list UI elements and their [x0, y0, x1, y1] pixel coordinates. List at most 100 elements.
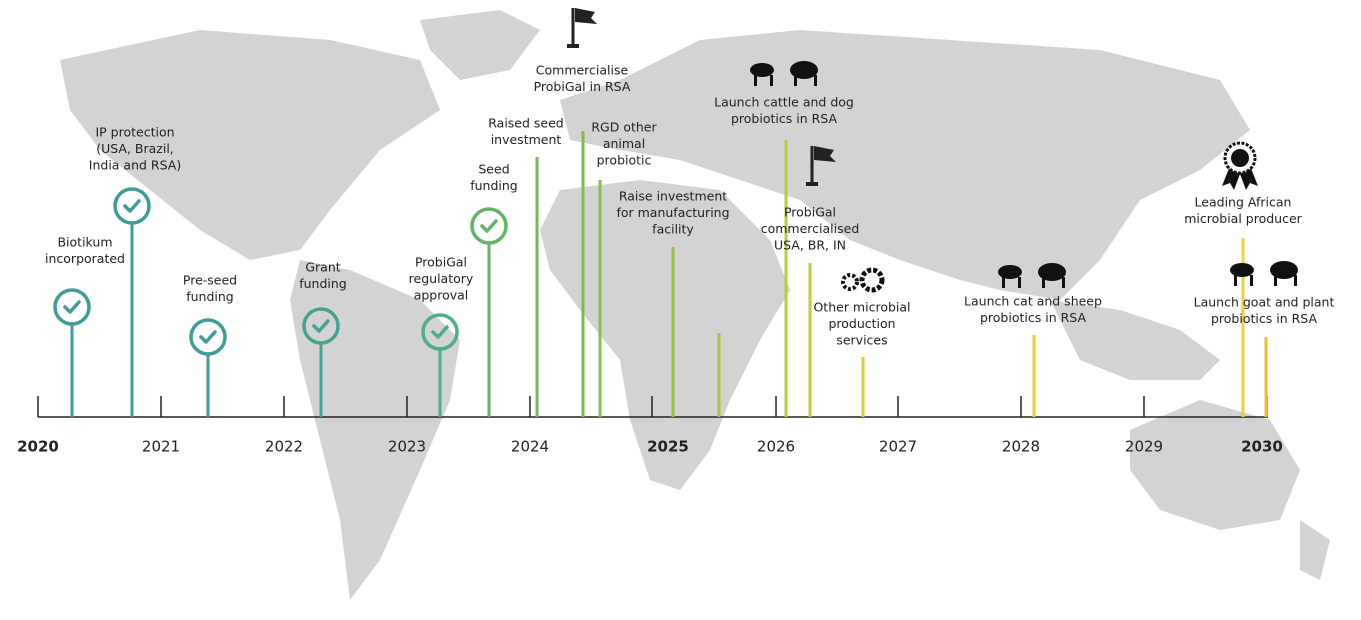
icon [1062, 277, 1065, 288]
milestone-label: Other microbial [813, 300, 910, 315]
icon [770, 75, 773, 86]
milestone-label: Biotikum [57, 235, 112, 250]
year-label: 2029 [1125, 438, 1163, 456]
milestone-label: Grant [305, 260, 340, 275]
milestone-label: facility [652, 222, 694, 237]
icon [1250, 275, 1253, 286]
check-circle [302, 307, 340, 345]
check-mark [431, 325, 449, 339]
icon [1042, 277, 1045, 288]
icon [575, 8, 597, 24]
icon [1231, 149, 1249, 167]
milestone-label: probiotics in RSA [980, 310, 1086, 325]
milestone-label: incorporated [45, 251, 125, 266]
milestone-label: Launch cattle and dog [714, 95, 854, 110]
check-circle [53, 288, 91, 326]
check-circle [189, 318, 227, 356]
check-mark [480, 219, 498, 233]
milestone-label: approval [414, 288, 469, 303]
icon [806, 182, 818, 186]
milestone-label: Commercialise [536, 63, 629, 78]
milestone-label: India and RSA) [89, 158, 181, 173]
check-mark [63, 300, 81, 314]
milestone-label: probiotics in RSA [1211, 311, 1317, 326]
milestone-label: probiotic [597, 153, 652, 168]
milestone-label: Pre-seed [183, 273, 237, 288]
year-label: 2024 [511, 438, 549, 456]
year-label: 2022 [265, 438, 303, 456]
milestone-label: Launch cat and sheep [964, 294, 1102, 309]
icon [1038, 263, 1066, 281]
year-label: 2023 [388, 438, 426, 456]
icon [841, 273, 859, 291]
icon [790, 61, 818, 79]
milestone-label: probiotics in RSA [731, 111, 837, 126]
milestone-label: services [836, 333, 887, 348]
milestone-label: ProbiGal in RSA [534, 79, 631, 94]
year-label: 2026 [757, 438, 795, 456]
year-label: 2030 [1241, 438, 1283, 456]
milestone-label: funding [186, 289, 234, 304]
milestone-label: for manufacturing [616, 205, 729, 220]
milestone-label: IP protection [95, 125, 174, 140]
milestone: IP protection(USA, Brazil, India and RSA) [89, 125, 181, 417]
year-label: 2020 [17, 438, 59, 456]
icon [1234, 275, 1237, 286]
icon [1294, 275, 1297, 286]
milestone-label: investment [491, 132, 562, 147]
milestone-label: commercialised [761, 221, 860, 236]
milestone-label: animal [603, 136, 645, 151]
icon [794, 75, 797, 86]
milestone-label: Launch goat and plant [1194, 295, 1335, 310]
milestone-label: USA, BR, IN [774, 238, 846, 253]
year-label: 2025 [647, 438, 689, 456]
icon [814, 75, 817, 86]
icon [567, 44, 579, 48]
milestone-label: RGD other [591, 120, 657, 135]
world-map [60, 10, 1330, 600]
icon [814, 146, 836, 162]
milestone-label: ProbiGal [415, 255, 467, 270]
milestone-label: ProbiGal [784, 205, 836, 220]
check-mark [312, 319, 330, 333]
icon [1002, 277, 1005, 288]
check-circle [421, 313, 459, 351]
icon [859, 267, 885, 293]
milestone-label: Raised seed [488, 116, 563, 131]
icon [998, 265, 1022, 279]
icon [1018, 277, 1021, 288]
milestone-label: microbial producer [1184, 211, 1302, 226]
milestone-label: funding [299, 276, 347, 291]
icon [1222, 166, 1258, 190]
milestone-label: Leading African [1195, 195, 1292, 210]
icon [750, 63, 774, 77]
check-mark [199, 330, 217, 344]
milestone-label: funding [470, 178, 518, 193]
milestone-label: (USA, Brazil, [96, 141, 174, 156]
icon [1270, 261, 1298, 279]
year-label: 2027 [879, 438, 917, 456]
milestone-label: Seed [478, 162, 509, 177]
year-label: 2028 [1002, 438, 1040, 456]
check-mark [123, 199, 141, 213]
year-label: 2021 [142, 438, 180, 456]
icon [1274, 275, 1277, 286]
icon [1230, 263, 1254, 277]
check-circle [470, 207, 508, 245]
milestone-label: Raise investment [619, 189, 727, 204]
icon [754, 75, 757, 86]
